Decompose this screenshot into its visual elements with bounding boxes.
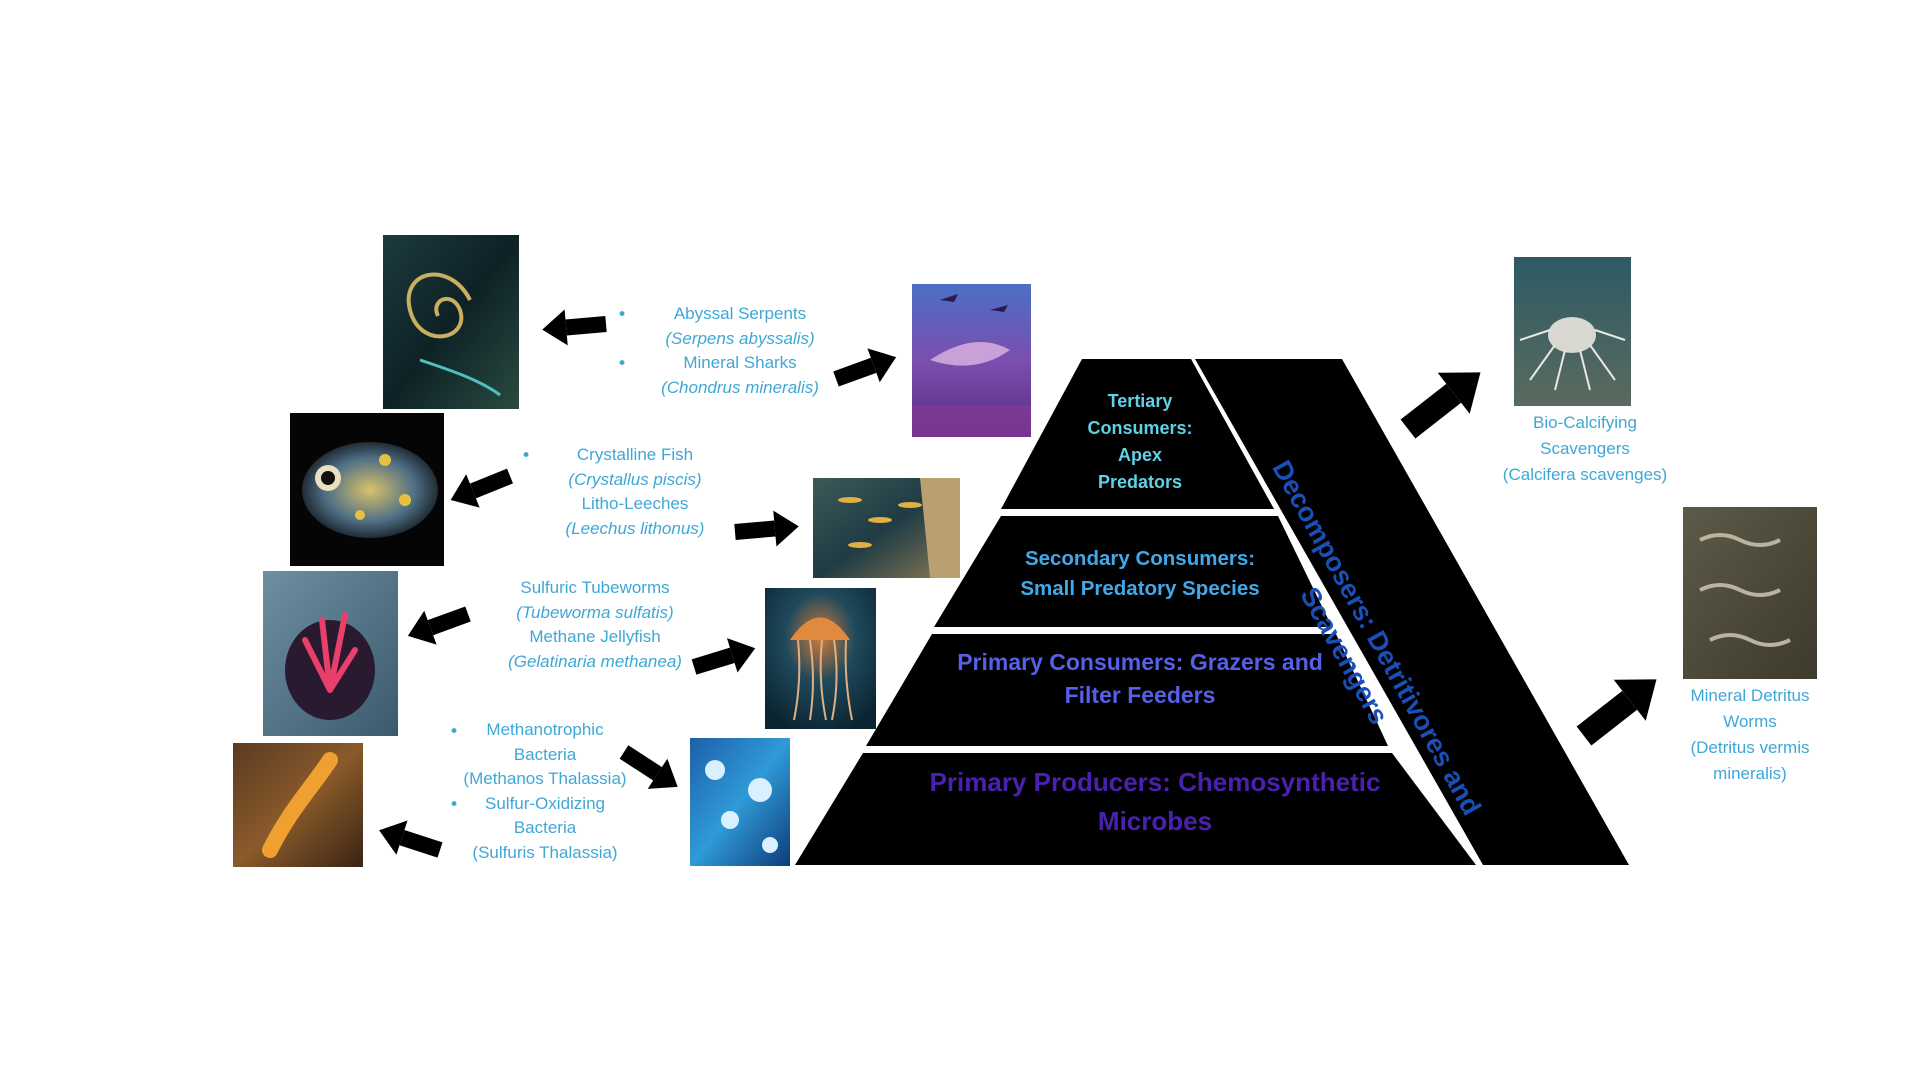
- arrow-to-jellyfish: [691, 638, 756, 675]
- arrow-to-methanotroph: [619, 745, 678, 789]
- species-name: Crystalline Fish: [576, 445, 694, 464]
- species-scientific: (Crystallus piscis): [568, 469, 702, 489]
- pyramid-tier-producers: [795, 753, 1476, 865]
- methane-jellyfish-image: [765, 588, 876, 729]
- species-name: Sulfuric Tubeworms: [520, 578, 670, 597]
- pyramid-tier-tertiary: [1001, 359, 1274, 509]
- species-scientific: (Sulfuris Thalassia): [472, 842, 618, 862]
- species-name: Litho-Leeches: [581, 494, 689, 513]
- species-scientific: mineralis): [1713, 764, 1787, 783]
- species-scientific: (Chondrus mineralis): [661, 377, 819, 397]
- decomposer-species-a: Bio-Calcifying Scavengers (Calcifera sca…: [1470, 410, 1700, 488]
- arrow-to-leech: [734, 510, 799, 547]
- bullet: •: [521, 446, 532, 466]
- decomposer-species-b: Mineral Detritus Worms (Detritus vermis …: [1650, 683, 1850, 787]
- arrows: [379, 309, 1657, 858]
- methanotrophic-bacteria-image: [690, 738, 790, 866]
- species-name: Bacteria: [513, 744, 577, 764]
- litho-leech-image: [813, 478, 960, 578]
- species-name: Methane Jellyfish: [529, 627, 661, 646]
- arrow-to-detritus-worm: [1576, 679, 1657, 746]
- tier-secondary-label: Secondary Consumers: Small Predatory Spe…: [1020, 547, 1260, 600]
- secondary-species-list: Crystalline Fish (Crystallus piscis) Lit…: [525, 443, 745, 541]
- sulfuric-tubeworm-image: [263, 571, 398, 736]
- bullet: •: [449, 722, 460, 742]
- species-scientific: (Leechus lithonus): [565, 518, 705, 538]
- species-name: Mineral Sharks: [683, 353, 797, 372]
- species-scientific: (Tubeworma sulfatis): [516, 602, 674, 622]
- bullet: •: [449, 795, 460, 815]
- tertiary-species-list: Abyssal Serpents (Serpens abyssalis) Min…: [630, 302, 850, 400]
- species-scientific: (Serpens abyssalis): [665, 328, 815, 348]
- producer-species-list: Methanotrophic Bacteria (Methanos Thalas…: [435, 718, 655, 865]
- species-name: Sulfur-Oxidizing: [485, 793, 605, 813]
- species-scientific: (Methanos Thalassia): [463, 769, 627, 788]
- bullet: •: [617, 354, 628, 374]
- tier-producers-label: Primary Producers: Chemosynthetic Microb…: [929, 767, 1381, 836]
- mineral-detritus-worm-image: [1683, 507, 1817, 679]
- arrow-to-sulfur-bacteria: [379, 820, 443, 858]
- bullet: •: [617, 305, 628, 325]
- species-name: Worms: [1723, 712, 1777, 731]
- tier-primary-consumers-label: Primary Consumers: Grazers and Filter Fe…: [957, 649, 1323, 708]
- species-scientific: (Calcifera scavenges): [1502, 465, 1668, 484]
- arrow-to-tubeworm: [407, 606, 471, 645]
- pyramid-tier-secondary: [934, 516, 1332, 627]
- species-name: Methanotrophic: [486, 720, 604, 739]
- primary-consumer-species-list: Sulfuric Tubeworms (Tubeworma sulfatis) …: [475, 576, 715, 674]
- species-name: Bacteria: [513, 818, 577, 837]
- species-scientific: (Detritus vermis: [1690, 738, 1810, 757]
- tier-tertiary-label: Tertiary Consumers: Apex Predators: [1087, 391, 1193, 492]
- species-name: Abyssal Serpents: [673, 304, 807, 323]
- arrow-to-crystalline-fish: [450, 468, 513, 508]
- arrow-to-bio-calcifier: [1400, 372, 1481, 439]
- species-name: Mineral Detritus: [1690, 686, 1810, 705]
- arrow-to-shark: [833, 348, 897, 387]
- arrow-to-serpent: [542, 309, 607, 346]
- abyssal-serpent-image: [383, 235, 519, 409]
- species-name: Scavengers: [1540, 439, 1630, 458]
- pyramid-tier-primary-consumers: [866, 634, 1388, 746]
- sulfur-oxidizing-bacteria-image: [233, 743, 363, 867]
- species-name: Bio-Calcifying: [1533, 413, 1637, 432]
- species-scientific: (Gelatinaria methanea): [508, 651, 682, 671]
- pyramid-tier-decomposers: [1195, 359, 1629, 865]
- mineral-shark-image: [912, 284, 1031, 437]
- bio-calcifying-scavenger-image: [1514, 257, 1631, 406]
- crystalline-fish-image: [290, 413, 444, 566]
